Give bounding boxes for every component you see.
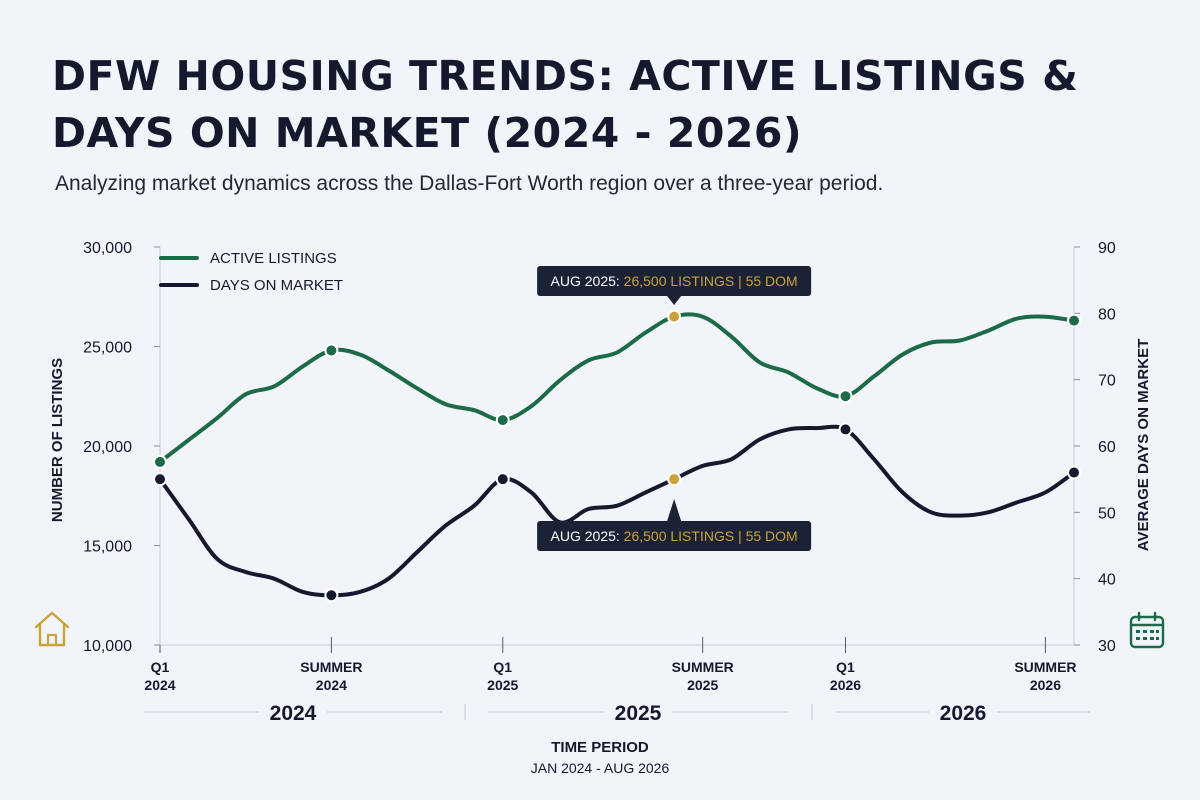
tooltip-callout: AUG 2025: 26,500 LISTINGS | 55 DOM (537, 266, 812, 305)
data-point-marker (495, 472, 510, 487)
right-tick-label: 80 (1098, 306, 1116, 323)
tooltip-detail: 26,500 LISTINGS | 55 DOM (624, 528, 798, 544)
x-tick-label: SUMMER (672, 659, 734, 675)
year-label: 2026 (940, 702, 987, 725)
tooltip-detail: 26,500 LISTINGS | 55 DOM (624, 273, 798, 289)
legend-label: ACTIVE LISTINGS (210, 250, 337, 267)
right-axis-title: AVERAGE DAYS ON MARKET (1135, 339, 1152, 552)
data-point-marker (495, 413, 510, 428)
x-tick-year: 2026 (830, 677, 861, 693)
right-tick-label: 60 (1098, 439, 1116, 456)
right-tick-label: 40 (1098, 572, 1116, 589)
tooltip-box (537, 521, 812, 551)
right-tick-label: 30 (1098, 638, 1116, 655)
left-tick-label: 20,000 (83, 439, 132, 456)
tooltip-text: AUG 2025: 26,500 LISTINGS | 55 DOM (551, 528, 798, 544)
legend-label: DAYS ON MARKET (210, 277, 343, 294)
x-tick-label: SUMMER (300, 659, 362, 675)
x-axis-subtitle: JAN 2024 - AUG 2026 (531, 760, 670, 776)
right-y-axis: 30 40 50 60 70 80 90 AVERAGE DAYS ON MARKET (1073, 240, 1152, 655)
x-tick-year: 2025 (487, 677, 518, 693)
left-axis-title: NUMBER OF LISTINGS (49, 358, 66, 522)
data-point-marker (1067, 313, 1081, 328)
tooltip-pointer (667, 499, 682, 521)
left-tick-label: 30,000 (83, 240, 132, 257)
x-tick-label: Q1 (493, 659, 512, 675)
right-tick-label: 50 (1098, 505, 1116, 522)
year-label: 2025 (615, 702, 662, 725)
tooltip-date: AUG 2025: (551, 528, 624, 544)
series-line-active-listings (158, 312, 1076, 464)
x-axis-title: TIME PERIOD (551, 739, 649, 756)
calendar-icon (1129, 611, 1165, 649)
x-tick-label: Q1 (836, 659, 855, 675)
legend-item: DAYS ON MARKET (159, 277, 343, 294)
house-icon (34, 611, 70, 647)
left-tick-label: 10,000 (83, 638, 132, 655)
chart-title: DFW HOUSING TRENDS: ACTIVE LISTINGS & DA… (52, 52, 1079, 157)
tooltip-text: AUG 2025: 26,500 LISTINGS | 55 DOM (551, 273, 798, 289)
x-tick-year: 2024 (144, 677, 175, 693)
data-point-marker (1067, 465, 1081, 480)
x-tick-year: 2025 (687, 677, 718, 693)
left-tick-label: 15,000 (83, 539, 132, 556)
tooltip-date: AUG 2025: (551, 273, 624, 289)
data-point-marker (324, 343, 339, 358)
legend-item: ACTIVE LISTINGS (159, 250, 337, 267)
series-layer (153, 309, 1081, 603)
data-point-marker (324, 588, 339, 603)
legend: ACTIVE LISTINGS DAYS ON MARKET (159, 250, 343, 294)
tooltip-pointer (667, 296, 682, 305)
highlight-point (667, 309, 682, 324)
data-point-marker (153, 472, 167, 487)
left-y-axis: 10,000 15,000 20,000 25,000 30,000 NUMBER OF … (49, 240, 161, 655)
data-point-marker (838, 389, 853, 404)
x-tick-label: SUMMER (1014, 659, 1076, 675)
chart-subtitle: Analyzing market dynamics across the Dal… (55, 172, 884, 195)
right-tick-label: 70 (1098, 373, 1116, 390)
x-axis: Q1 2024 SUMMER 2024 Q1 2025 SUMMER 2025 Q1 2026 SU… (144, 637, 1090, 776)
x-tick-year: 2024 (316, 677, 347, 693)
tooltip-callout: AUG 2025: 26,500 LISTINGS | 55 DOM (537, 499, 812, 551)
data-point-marker (153, 454, 167, 469)
tooltip-box (537, 266, 812, 296)
x-tick-year: 2026 (1030, 677, 1061, 693)
series-line-days-on-market (158, 424, 1076, 598)
x-tick-label: Q1 (151, 659, 170, 675)
data-point-marker (838, 422, 853, 437)
year-label: 2024 (270, 702, 317, 725)
highlight-point (667, 472, 682, 487)
left-tick-label: 25,000 (83, 340, 132, 357)
right-tick-label: 90 (1098, 240, 1116, 257)
